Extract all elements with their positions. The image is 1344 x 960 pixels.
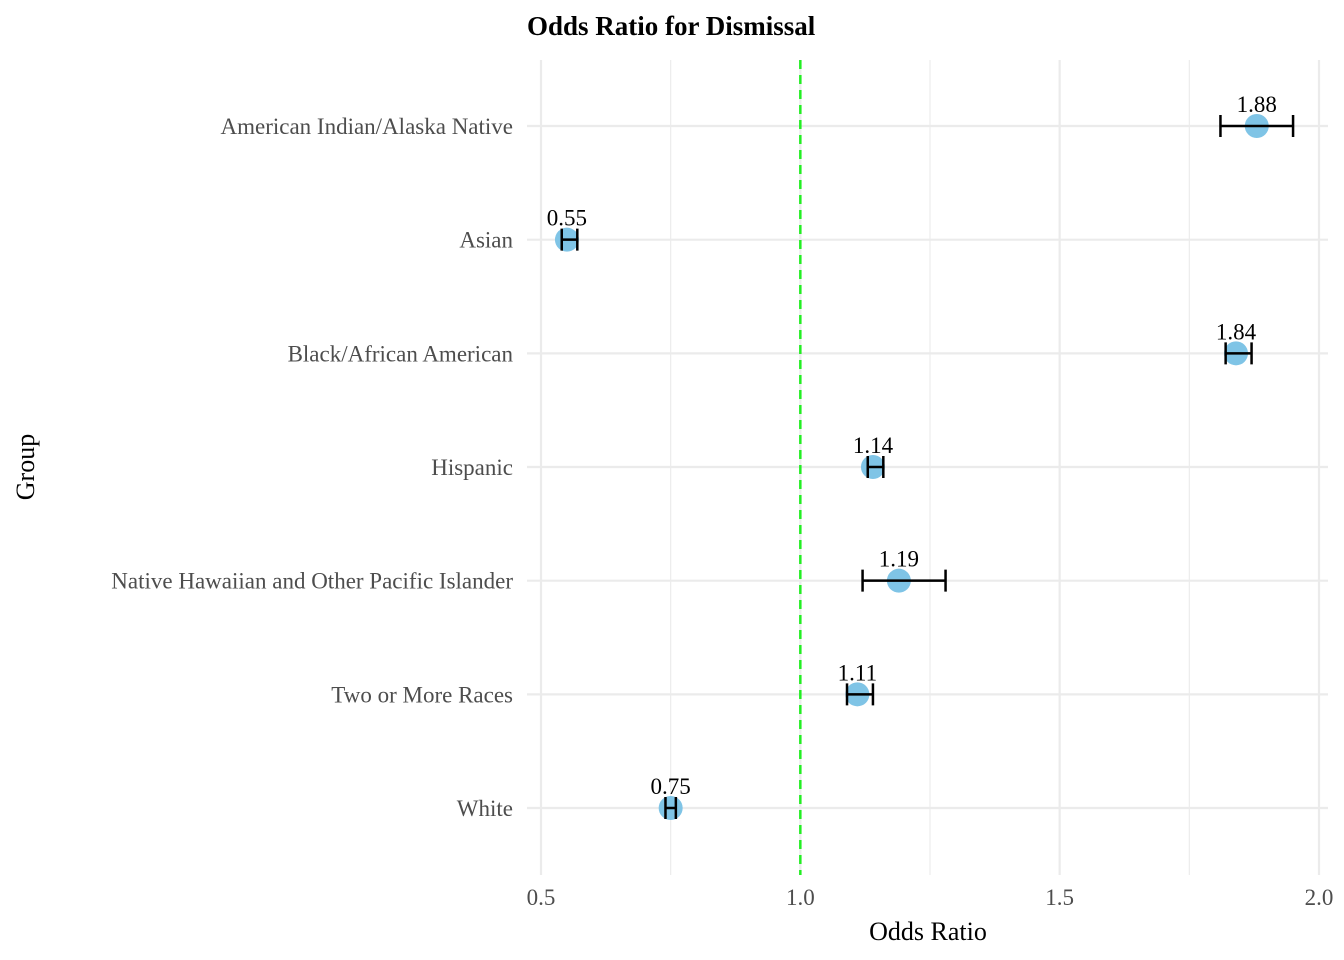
y-axis-title: Group [11,434,40,500]
error-bar [866,456,885,479]
error-bar [560,228,579,251]
y-tick-label: Hispanic [431,455,513,480]
labels-layer: 0.5 1.0 1.5 2.0 American Indian/Alaska Nativ… [111,92,1333,910]
data-label: 1.14 [853,433,894,458]
error-bar [861,569,947,592]
error-bar [1219,115,1295,137]
y-tick-label: Two or More Races [331,682,513,707]
x-tick-label: 1.0 [786,885,815,910]
y-tick-label: Black/African American [288,341,514,366]
marks-layer [554,114,1295,821]
error-bar [1224,342,1253,365]
y-tick-label: White [457,796,513,821]
data-label: 0.55 [547,206,587,231]
x-tick-label: 2.0 [1305,885,1334,910]
data-label: 1.88 [1237,92,1277,117]
y-tick-label: Asian [459,228,513,253]
data-label: 0.75 [651,774,691,799]
y-tick-label: Native Hawaiian and Other Pacific Island… [111,569,513,594]
grid-layer [527,60,1328,875]
data-label: 1.19 [879,547,919,572]
data-label: 1.84 [1216,319,1257,344]
x-tick-label: 0.5 [527,885,556,910]
x-axis-title: Odds Ratio [869,917,987,946]
data-label: 1.11 [838,660,877,685]
error-bar [664,797,678,820]
y-tick-label: American Indian/Alaska Native [221,114,514,139]
error-bar [845,683,875,706]
x-tick-label: 1.5 [1045,885,1074,910]
chart-title: Odds Ratio for Dismissal [527,11,816,41]
